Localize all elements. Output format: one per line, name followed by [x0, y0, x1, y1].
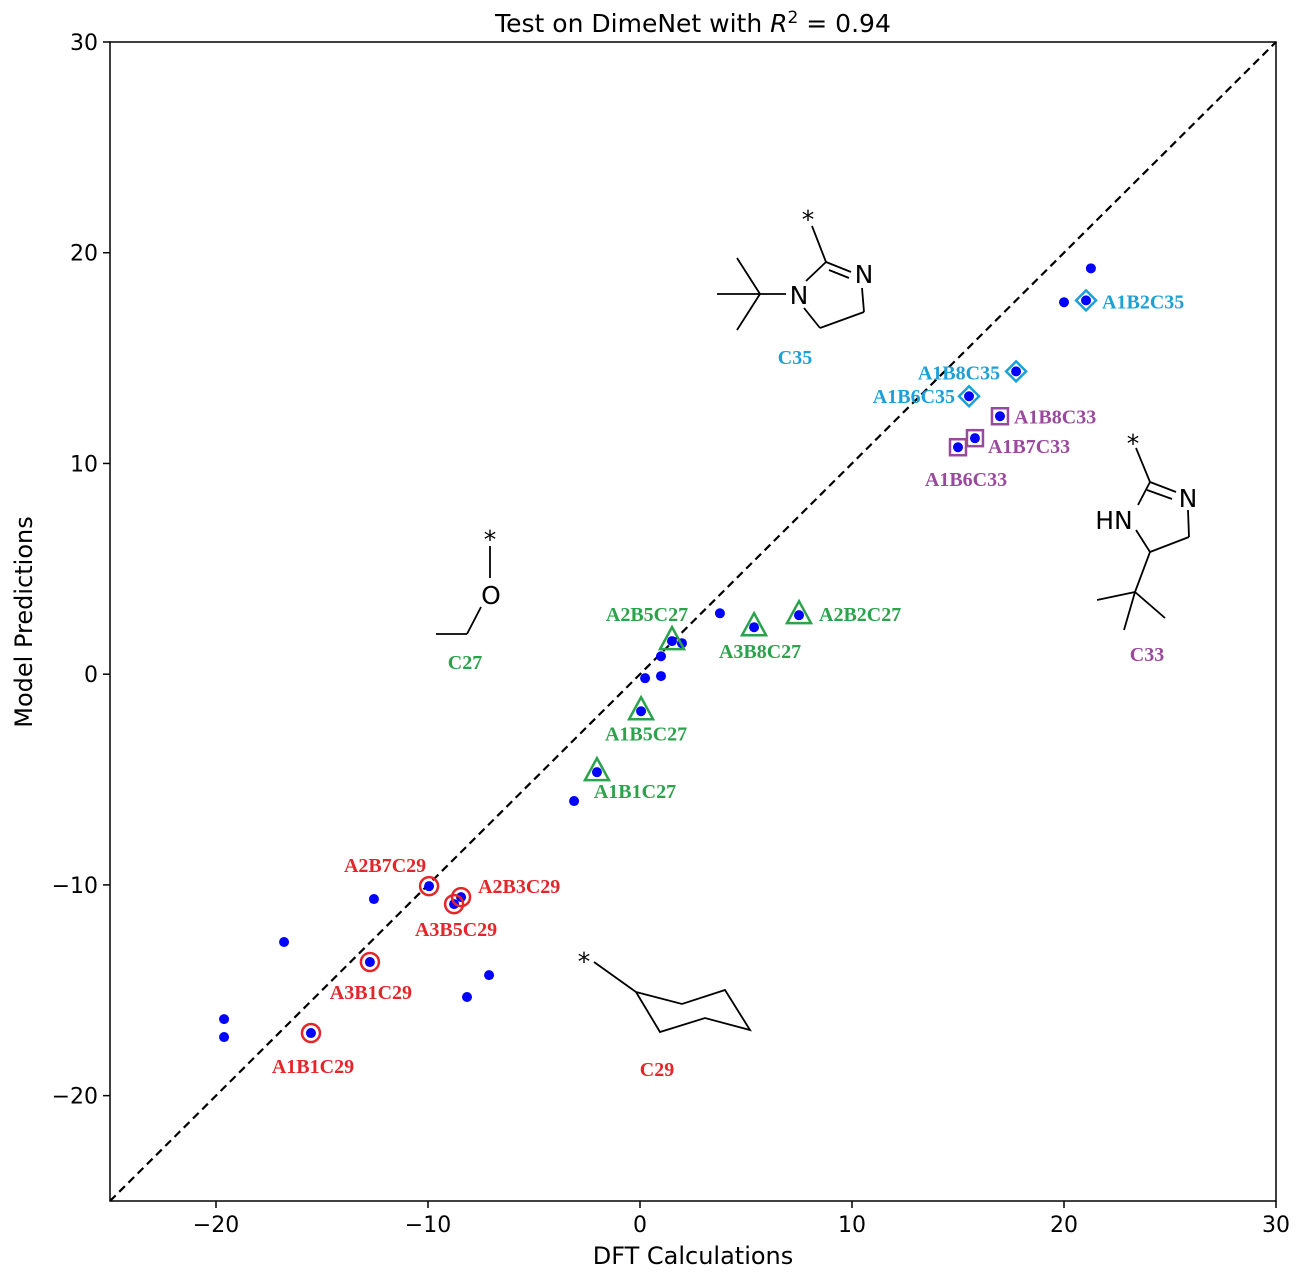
data-point — [591, 767, 602, 778]
reference-line — [109, 41, 1277, 1202]
triangle-marker — [739, 610, 769, 637]
circle-marker — [359, 951, 381, 973]
structure-c33-star: * — [1127, 429, 1140, 458]
plot-frame — [109, 41, 1277, 1202]
x-axis-label: DFT Calculations — [593, 1242, 794, 1270]
annotation-label: A3B5C29 — [415, 919, 497, 941]
y-tick-label: 30 — [70, 31, 98, 56]
diamond-marker — [1074, 288, 1098, 313]
annotation-label: A1B1C29 — [272, 1056, 354, 1078]
data-point — [655, 671, 666, 682]
annotation-label: A1B8C33 — [1014, 406, 1096, 428]
annotation-label: A2B2C27 — [819, 604, 901, 626]
triangle-marker — [626, 694, 656, 721]
structure-c35-star: * — [802, 205, 815, 234]
structure-c33-atom-n3: N — [1179, 484, 1198, 513]
annotation-label: A3B1C29 — [330, 982, 412, 1004]
annotation-label: A2B7C29 — [344, 855, 426, 877]
structure-c33 — [1096, 447, 1190, 631]
annotation-label: A1B8C35 — [918, 362, 1000, 384]
structure-c27-star: * — [484, 525, 497, 554]
data-point — [994, 411, 1005, 422]
data-point — [1059, 297, 1069, 308]
data-point — [794, 610, 804, 621]
data-point — [569, 796, 580, 807]
x-tick-label: 30 — [1262, 1213, 1290, 1238]
diamond-marker — [957, 384, 981, 409]
diamond-marker — [1004, 359, 1028, 384]
data-point — [655, 651, 666, 662]
data-point — [749, 622, 760, 633]
circle-marker — [300, 1022, 322, 1044]
structure-c29-label: C29 — [640, 1059, 674, 1081]
circle-marker — [450, 886, 472, 908]
annotation-label: A1B5C27 — [605, 723, 687, 745]
annotation-label: A2B5C27 — [606, 604, 688, 626]
x-tick-label: 0 — [633, 1213, 647, 1238]
data-point — [305, 1028, 316, 1039]
data-point — [279, 937, 290, 948]
x-tick-label: −20 — [193, 1213, 239, 1238]
data-point — [462, 992, 473, 1003]
data-point — [1081, 295, 1092, 306]
annotation-label: A1B6C33 — [925, 469, 1007, 491]
annotation-label: A1B1C27 — [594, 781, 676, 803]
data-point — [484, 970, 495, 981]
x-tick-label: 20 — [1050, 1213, 1078, 1238]
annotation-label: A1B2C35 — [1102, 291, 1184, 313]
y-tick-label: −20 — [52, 1085, 98, 1110]
structure-c35-atom-n3: N — [855, 260, 874, 289]
x-tick-label: −10 — [405, 1213, 451, 1238]
y-tick-label: −10 — [52, 874, 98, 899]
data-point — [424, 881, 435, 892]
triangle-marker — [784, 598, 814, 625]
data-point — [969, 433, 980, 444]
structure-c27-atom-o: O — [481, 581, 501, 610]
x-tick-label: 10 — [838, 1213, 866, 1238]
y-tick-label: 0 — [84, 663, 98, 688]
chart-title: Test on DimeNet with R2 = 0.94 — [494, 8, 891, 38]
structure-c27 — [436, 546, 491, 635]
data-point — [219, 1014, 230, 1025]
square-marker — [990, 407, 1010, 426]
structure-c27-label: C27 — [448, 652, 482, 674]
data-point — [219, 1032, 230, 1043]
structure-c29 — [593, 961, 752, 1034]
data-point — [964, 391, 975, 402]
structure-c35 — [717, 225, 865, 331]
circle-marker — [443, 893, 465, 915]
annotation-label: A1B6C35 — [873, 386, 955, 408]
y-tick-label: 20 — [70, 242, 98, 267]
y-axis-label: Model Predictions — [10, 516, 38, 727]
data-point — [636, 706, 647, 717]
data-point — [1085, 263, 1096, 274]
annotation-label: A2B3C29 — [478, 876, 560, 898]
circle-marker — [418, 875, 440, 897]
structure-c35-label: C35 — [778, 347, 812, 369]
y-tick-label: 10 — [70, 452, 98, 477]
structure-c33-label: C33 — [1130, 644, 1164, 666]
data-point — [953, 442, 963, 453]
square-marker — [948, 437, 968, 457]
data-point — [368, 894, 379, 905]
data-point — [667, 636, 678, 647]
triangle-marker — [657, 624, 687, 651]
data-point — [364, 957, 375, 968]
structure-c33-atom-hn: HN — [1095, 506, 1133, 535]
data-point — [640, 673, 651, 684]
structure-c35-atom-n1: N — [790, 281, 809, 310]
structure-c29-star: * — [578, 947, 591, 976]
annotation-label: A1B7C33 — [988, 436, 1070, 458]
triangle-marker — [582, 755, 612, 782]
data-point — [714, 608, 725, 619]
annotation-label: A3B8C27 — [719, 641, 801, 663]
data-point — [1011, 366, 1022, 377]
